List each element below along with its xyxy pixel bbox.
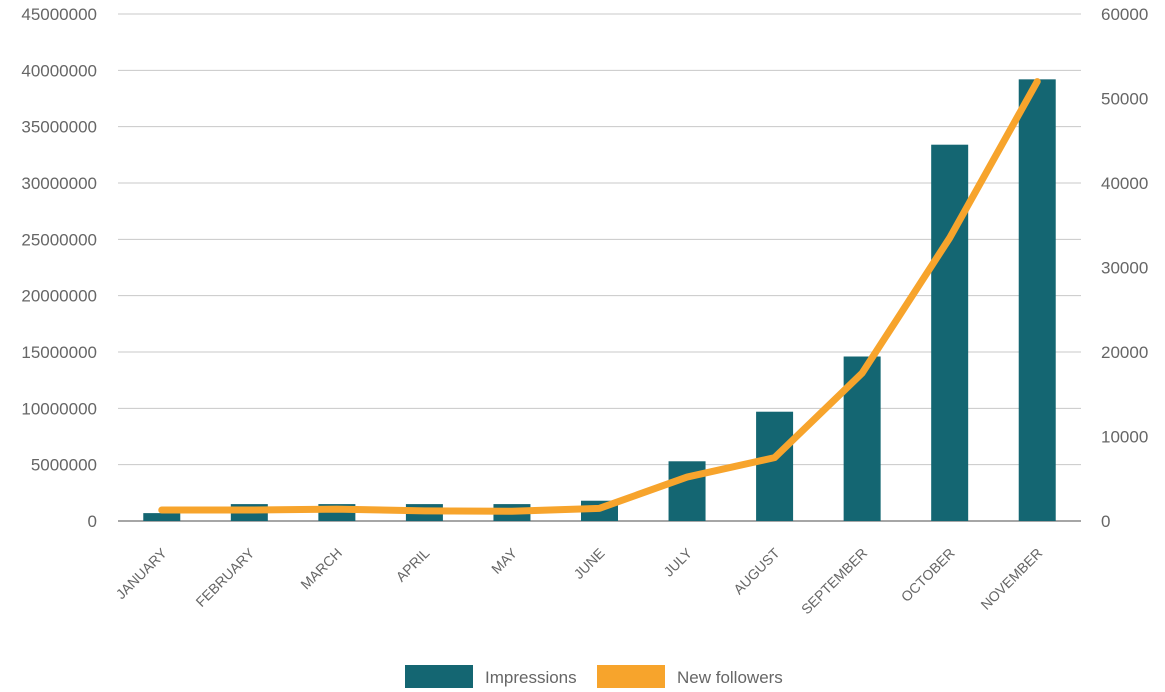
left-y-tick-label: 30000000	[21, 174, 97, 193]
left-y-tick-label: 10000000	[21, 399, 97, 418]
left-y-tick-label: 5000000	[31, 456, 97, 475]
legend-swatch	[405, 665, 473, 688]
legend-swatch	[597, 665, 665, 688]
impressions-bar	[143, 513, 181, 521]
x-category-label: FEBRUARY	[192, 544, 258, 610]
impressions-bar	[668, 461, 706, 521]
right-y-tick-label: 0	[1101, 512, 1110, 531]
x-category-label: JANUARY	[113, 544, 171, 602]
x-category-label: MAY	[488, 544, 520, 576]
gridlines	[118, 13, 1081, 522]
right-y-tick-label: 50000	[1101, 90, 1148, 109]
x-category-label: NOVEMBER	[977, 545, 1045, 613]
left-y-tick-label: 15000000	[21, 343, 97, 362]
x-category-label: AUGUST	[730, 544, 783, 597]
right-y-axis-ticks: 0 10000 20000 30000 40000 50000 60000	[1101, 5, 1148, 531]
left-y-tick-label: 20000000	[21, 287, 97, 306]
impressions-bar	[1018, 79, 1056, 521]
right-y-tick-label: 40000	[1101, 174, 1148, 193]
right-y-tick-label: 20000	[1101, 343, 1148, 362]
left-y-tick-label: 45000000	[21, 5, 97, 24]
left-y-tick-label: 40000000	[21, 61, 97, 80]
impressions-bar	[756, 411, 794, 521]
impressions-bars	[143, 79, 1056, 521]
legend-label: New followers	[677, 668, 783, 687]
left-y-tick-label: 0	[88, 512, 97, 531]
x-category-label: JUNE	[570, 545, 607, 582]
x-category-label: SEPTEMBER	[798, 545, 870, 617]
right-y-tick-label: 30000	[1101, 259, 1148, 278]
left-y-tick-label: 25000000	[21, 230, 97, 249]
left-y-axis-ticks: 0 5000000 10000000 15000000 20000000 25000000…	[21, 5, 97, 531]
legend-label: Impressions	[485, 668, 577, 687]
impressions-bar	[931, 144, 969, 521]
x-category-label: APRIL	[393, 545, 433, 585]
x-category-label: MARCH	[297, 545, 345, 593]
x-category-label: JULY	[660, 544, 695, 579]
left-y-tick-label: 35000000	[21, 118, 97, 137]
right-y-tick-label: 10000	[1101, 428, 1148, 447]
new-followers-line-group	[158, 78, 1041, 515]
legend: Impressions New followers	[405, 665, 783, 688]
x-axis-categories: JANUARY FEBRUARY MARCH APRIL MAY JUNE JULY AUGU…	[113, 544, 1046, 617]
right-y-tick-label: 60000	[1101, 5, 1148, 24]
new-followers-line	[158, 78, 1041, 515]
x-category-label: OCTOBER	[898, 545, 958, 605]
